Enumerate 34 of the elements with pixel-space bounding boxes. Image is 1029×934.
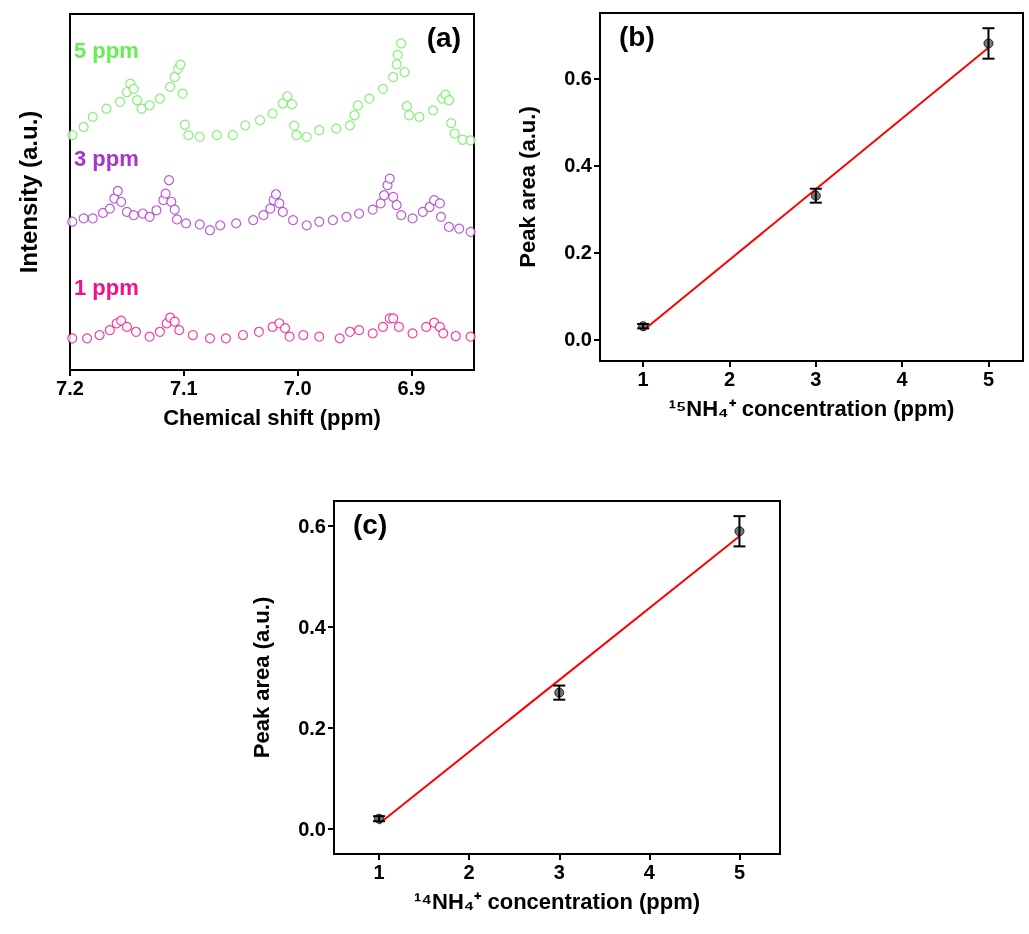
x-tick-label: 7.2 [56, 377, 84, 399]
y-tick-label: 0.2 [298, 716, 326, 739]
y-tick-label: 0.4 [564, 154, 593, 177]
series-label: 1 ppm [74, 275, 139, 301]
x-tick-label: 7.0 [283, 377, 312, 399]
y-tick-label: 0.6 [564, 67, 592, 90]
x-tick-label: 5 [982, 368, 995, 390]
series-label: 5 ppm [74, 38, 139, 64]
x-tick-label: 6.9 [397, 377, 426, 399]
x-axis-title: Chemical shift (ppm) [163, 404, 381, 430]
y-axis-title: Intensity (a.u.) [14, 110, 42, 274]
x-tick-label: 3 [810, 368, 822, 390]
x-axis-title: ¹⁴NH₄⁺ concentration (ppm) [413, 888, 701, 914]
y-axis-title: Peak area (a.u.) [248, 596, 274, 759]
x-tick-label: 7.1 [169, 377, 198, 399]
x-axis-title: ¹⁵NH₄⁺ concentration (ppm) [668, 395, 955, 421]
x-tick-label: 2 [463, 861, 475, 883]
x-tick-label: 5 [733, 861, 746, 883]
y-tick-label: 0.0 [564, 328, 592, 351]
y-tick-label: 0.2 [564, 241, 592, 264]
y-tick-label: 0.0 [298, 817, 326, 840]
chart-title: (a) [426, 21, 462, 53]
chart-title: (b) [619, 20, 655, 52]
x-tick-label: 2 [723, 368, 736, 390]
y-tick-label: 0.6 [298, 515, 326, 538]
x-tick-label: 4 [643, 861, 656, 883]
x-tick-label: 1 [637, 368, 649, 390]
chart-title: (c) [353, 508, 388, 540]
y-tick-label: 0.4 [298, 616, 327, 639]
x-tick-label: 3 [553, 861, 565, 883]
x-tick-label: 1 [373, 861, 385, 883]
series-label: 3 ppm [74, 145, 139, 171]
x-tick-label: 4 [896, 368, 909, 390]
y-axis-title: Peak area (a.u.) [514, 106, 540, 268]
